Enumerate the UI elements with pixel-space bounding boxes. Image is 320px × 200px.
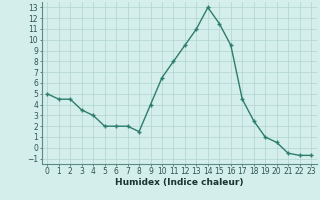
X-axis label: Humidex (Indice chaleur): Humidex (Indice chaleur) (115, 178, 244, 187)
